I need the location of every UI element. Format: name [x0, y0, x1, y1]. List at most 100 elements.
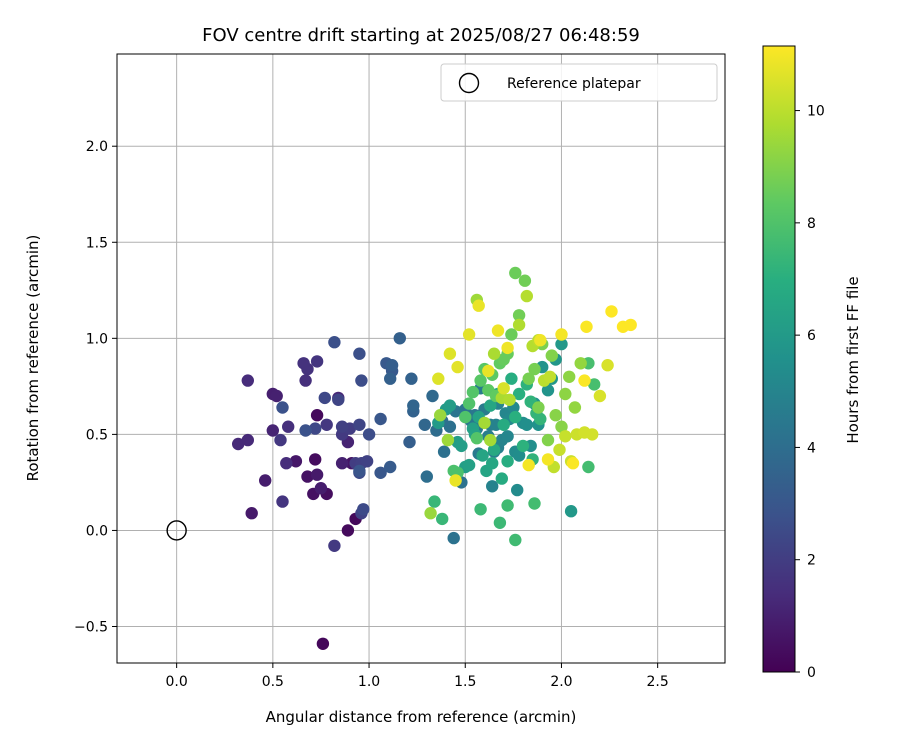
chart-title: FOV centre drift starting at 2025/08/27 …: [202, 25, 640, 46]
data-point: [309, 422, 322, 435]
data-point: [280, 457, 293, 470]
data-point: [341, 524, 355, 537]
data-point: [241, 433, 254, 447]
data-point: [549, 409, 562, 422]
colorbar-tick-label: 6: [807, 328, 816, 344]
data-point: [491, 324, 505, 337]
reference-platepar-marker: [166, 520, 187, 541]
data-point: [511, 483, 524, 497]
data-point: [360, 455, 374, 468]
y-tick-label: 1.5: [86, 235, 108, 251]
data-point: [432, 372, 445, 385]
x-tick-label: 2.0: [550, 674, 572, 690]
data-point: [428, 495, 441, 508]
y-tick-label: −0.5: [74, 619, 108, 635]
data-point: [310, 409, 324, 422]
data-point: [534, 334, 547, 347]
data-point: [274, 433, 287, 447]
data-point: [459, 410, 472, 424]
data-point: [437, 445, 451, 458]
data-point: [580, 320, 593, 333]
data-point: [578, 374, 591, 387]
data-point: [318, 391, 331, 405]
colorbar-tick-label: 2: [807, 553, 816, 569]
data-point: [424, 507, 437, 520]
y-tick-label: 0.5: [86, 427, 108, 443]
data-point: [495, 472, 508, 485]
data-point: [574, 357, 587, 370]
data-point: [282, 420, 295, 433]
data-point: [541, 453, 555, 466]
data-point: [462, 397, 476, 410]
data-point: [245, 507, 258, 520]
data-point: [559, 430, 572, 443]
data-point: [624, 318, 637, 332]
data-point: [505, 328, 518, 341]
data-point: [297, 357, 310, 370]
data-point: [466, 385, 480, 399]
data-point: [501, 455, 514, 468]
data-point: [532, 401, 545, 414]
data-point: [512, 318, 526, 332]
data-point: [564, 505, 578, 518]
y-tick-label: 2.0: [86, 139, 108, 155]
legend-marker-open-circle: [458, 72, 480, 94]
data-point: [476, 449, 489, 462]
data-point: [328, 539, 341, 552]
data-points: [232, 266, 637, 650]
data-point: [545, 349, 558, 362]
data-point: [484, 399, 497, 412]
data-point: [534, 412, 547, 426]
data-point: [474, 374, 487, 387]
y-tick-label: 0.0: [86, 523, 108, 539]
colorbar-tick-label: 8: [807, 216, 816, 232]
data-point: [555, 328, 568, 341]
data-point: [434, 409, 447, 422]
colorbar-tick-label: 0: [807, 665, 816, 681]
reference-marker-group: [166, 520, 187, 541]
data-point: [276, 495, 289, 508]
data-point: [516, 439, 530, 453]
data-point: [426, 389, 439, 403]
data-point: [403, 435, 416, 449]
data-point: [301, 470, 314, 483]
data-point: [384, 460, 397, 474]
data-point: [512, 449, 526, 462]
data-point: [385, 359, 399, 372]
data-point: [316, 637, 330, 650]
data-point: [543, 370, 557, 383]
plot-background: [117, 54, 725, 663]
data-point: [266, 424, 279, 437]
data-point: [486, 457, 499, 470]
data-point: [568, 401, 582, 414]
data-point: [472, 299, 485, 312]
y-axis-label: Rotation from reference (arcmin): [24, 235, 42, 482]
data-point: [555, 420, 568, 433]
legend-entry-reference-platepar: Reference platepar: [507, 76, 641, 92]
data-point: [353, 347, 366, 360]
data-point: [353, 418, 366, 431]
data-point: [443, 347, 457, 360]
legend-box: [440, 63, 718, 102]
data-point: [493, 516, 507, 529]
data-point: [512, 309, 526, 322]
data-point: [501, 499, 514, 512]
x-tick-label: 1.5: [454, 674, 476, 690]
data-point: [420, 470, 433, 483]
data-point: [393, 332, 406, 345]
data-point: [470, 432, 483, 445]
data-point: [487, 347, 501, 360]
x-tick-label: 0.5: [262, 674, 284, 690]
data-point: [357, 503, 370, 516]
data-point: [328, 336, 341, 349]
data-point: [449, 474, 462, 487]
data-point: [447, 531, 460, 545]
data-point: [355, 374, 368, 387]
colorbar-gradient: [762, 45, 796, 673]
data-point: [528, 497, 541, 510]
data-point: [314, 482, 328, 495]
data-point: [588, 378, 601, 391]
data-point: [232, 437, 245, 451]
data-point: [486, 480, 499, 493]
